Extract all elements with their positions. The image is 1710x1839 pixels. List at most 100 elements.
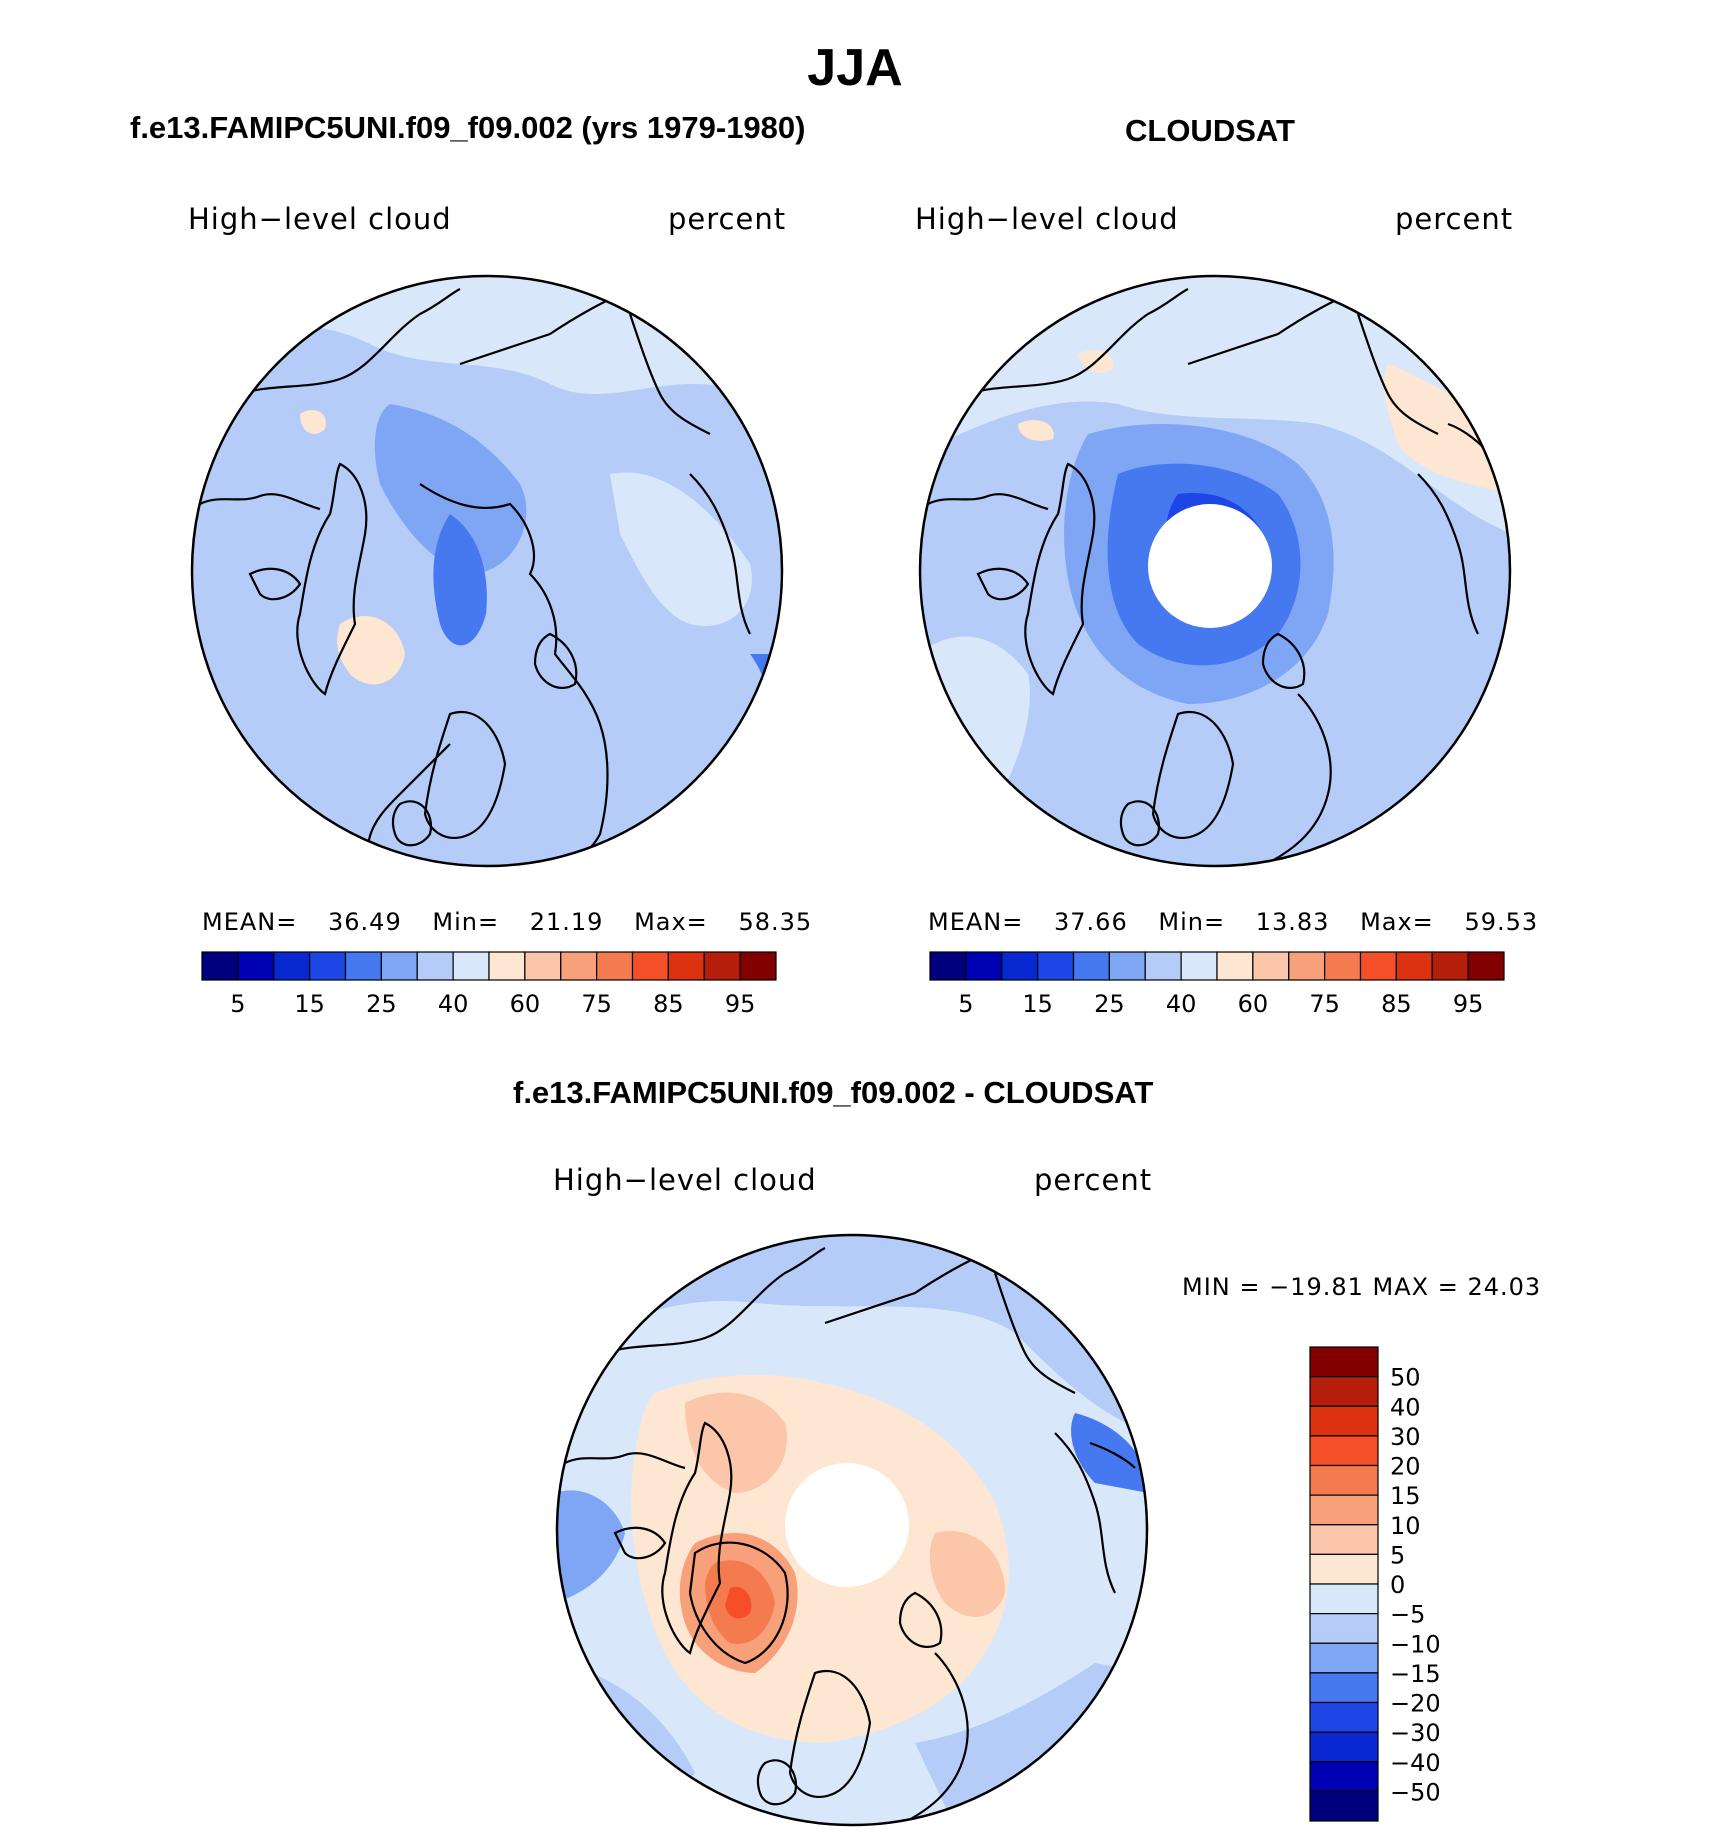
panel2-min-label: Min=: [1158, 908, 1226, 936]
colorbar-swatch: [416, 951, 454, 981]
panel2-map-border: [918, 274, 1512, 868]
panel3-field-region: [557, 1235, 1147, 1433]
colorbar-swatch: [1309, 1524, 1379, 1555]
panel3-field-region: [929, 1531, 1005, 1617]
colorbar-swatch: [344, 951, 382, 981]
colorbar-swatch: [1001, 951, 1039, 981]
colorbar-tick-label: 40: [1166, 990, 1197, 1018]
colorbar-tick-label: 95: [1453, 990, 1484, 1018]
colorbar-swatch: [1309, 1613, 1379, 1644]
colorbar-tick-label: 10: [1390, 1512, 1421, 1540]
colorbar-tick-label: 5: [958, 990, 973, 1018]
panel2-field-region: [1383, 364, 1510, 494]
panel1-stats: MEAN= 36.49 Min= 21.19 Max= 58.35: [202, 908, 812, 936]
colorbar-swatch: [560, 951, 598, 981]
colorbar-tick-label: 75: [1309, 990, 1340, 1018]
colorbar-tick-label: −40: [1390, 1749, 1441, 1777]
colorbar-swatch: [1072, 951, 1110, 981]
colorbar-swatch: [309, 951, 347, 981]
colorbar-tick-label: 5: [230, 990, 245, 1018]
colorbar-tick-label: 5: [1390, 1541, 1405, 1569]
colorbar-tick-label: 15: [294, 990, 325, 1018]
panel2-mean-label: MEAN=: [928, 908, 1024, 936]
panel3-field-region: [1071, 1413, 1147, 1493]
panel3-field-region: [725, 1587, 752, 1619]
colorbar-tick-label: 25: [1094, 990, 1125, 1018]
colorbar-swatch: [1309, 1553, 1379, 1585]
panel1-field-region: [337, 615, 405, 685]
panel3-minmax: MIN = −19.81 MAX = 24.03: [1182, 1273, 1542, 1301]
panel1-left-label: High−level cloud: [188, 202, 452, 236]
colorbar-swatch: [1309, 1731, 1379, 1763]
colorbar-tick-label: 40: [1390, 1393, 1421, 1421]
colorbar-tick-label: 50: [1390, 1364, 1421, 1392]
panel2-stats: MEAN= 37.66 Min= 13.83 Max= 59.53: [928, 908, 1538, 936]
panel1-field-region: [433, 514, 487, 646]
colorbar-tick-label: −30: [1390, 1719, 1441, 1747]
panel1-field-region: [218, 341, 243, 370]
panel1-colorbar: 5 15 25 40 60 75 85 95: [201, 951, 777, 1018]
colorbar-swatch: [1431, 951, 1469, 981]
colorbar-tick-label: −50: [1390, 1778, 1441, 1806]
colorbar-swatch: [739, 951, 777, 981]
colorbar-swatch: [1309, 1790, 1379, 1822]
colorbar-swatch: [1309, 1583, 1379, 1615]
colorbar-swatch: [929, 951, 967, 981]
panel3-pole-hole: [785, 1463, 909, 1587]
colorbar-swatch: [1108, 951, 1146, 981]
colorbar-swatch: [1467, 951, 1505, 981]
colorbar-tick-label: 75: [581, 990, 612, 1018]
figure-title: JJA: [807, 39, 903, 97]
colorbar-tick-label: 85: [653, 990, 684, 1018]
colorbar-tick-label: 15: [1022, 990, 1053, 1018]
panel2-colorbar: 5 15 25 40 60 75 85 95: [929, 951, 1505, 1018]
colorbar-swatch: [1309, 1346, 1379, 1378]
colorbar-tick-label: 30: [1390, 1423, 1421, 1451]
panel2-coastlines: [927, 288, 1494, 866]
colorbar-swatch: [1252, 951, 1290, 981]
colorbar-swatch: [667, 951, 705, 981]
panel1-title: f.e13.FAMIPC5UNI.f09_f09.002 (yrs 1979-1…: [130, 110, 806, 145]
colorbar-swatch: [703, 951, 741, 981]
colorbar-tick-label: −5: [1390, 1601, 1425, 1629]
colorbar-swatch: [380, 951, 418, 981]
colorbar-tick-label: 20: [1390, 1453, 1421, 1481]
panel2-right-label: percent: [1395, 202, 1514, 236]
colorbar-tick-label: −10: [1390, 1630, 1441, 1658]
colorbar-swatch: [965, 951, 1003, 981]
colorbar-swatch: [1309, 1672, 1379, 1704]
colorbar-swatch: [1216, 951, 1254, 981]
colorbar-tick-label: 60: [1238, 990, 1269, 1018]
panel2-min-value: 13.83: [1255, 908, 1330, 936]
colorbar-swatch: [1309, 1464, 1379, 1496]
colorbar-swatch: [1180, 951, 1218, 981]
colorbar-swatch: [1309, 1376, 1379, 1407]
panel3-field-region: [685, 1392, 787, 1493]
colorbar-tick-label: 95: [725, 990, 756, 1018]
panel3-left-label: High−level cloud: [553, 1163, 817, 1197]
panel3-coastlines: [564, 1247, 1136, 1825]
colorbar-swatch: [1288, 951, 1326, 981]
colorbar-swatch: [237, 951, 275, 981]
colorbar-swatch: [1395, 951, 1433, 981]
panel1-max-label: Max=: [634, 908, 708, 936]
colorbar-swatch: [524, 951, 562, 981]
colorbar-swatch: [631, 951, 669, 981]
colorbar-tick-label: −20: [1390, 1690, 1441, 1718]
panel1-min-label: Min=: [432, 908, 500, 936]
panel2-mean-value: 37.66: [1054, 908, 1128, 936]
colorbar-swatch: [1037, 951, 1075, 981]
panel1-field-region: [610, 472, 752, 626]
panel2-max-label: Max=: [1360, 908, 1434, 936]
panel1-polar-map: [190, 274, 784, 868]
colorbar-swatch: [1359, 951, 1397, 981]
panel2-field-region: [920, 276, 1510, 534]
colorbar-tick-label: 15: [1390, 1482, 1421, 1510]
colorbar-swatch: [1144, 951, 1182, 981]
colorbar-swatch: [488, 951, 526, 981]
panel2-left-label: High−level cloud: [915, 202, 1179, 236]
panel2-title: CLOUDSAT: [1125, 113, 1295, 148]
panel2-max-value: 59.53: [1464, 908, 1539, 936]
colorbar-tick-label: −15: [1390, 1660, 1441, 1688]
